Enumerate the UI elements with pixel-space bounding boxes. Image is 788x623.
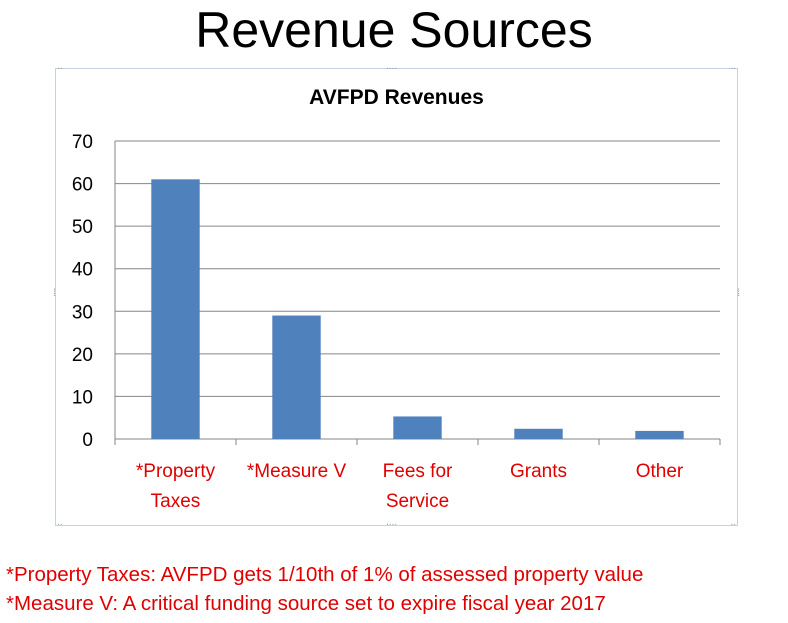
x-category-label: Taxes [151, 491, 201, 512]
bar [151, 179, 200, 440]
resize-handle-bottom[interactable]: ∙∙∙∙ [386, 519, 398, 530]
resize-handle-bottom-right[interactable]: ∙∙ [730, 519, 736, 530]
y-tick-label: 40 [72, 260, 93, 281]
footnote-property-taxes: *Property Taxes: AVFPD gets 1/10th of 1%… [6, 563, 644, 586]
x-category-label: *Property [136, 461, 216, 482]
footnotes: *Property Taxes: AVFPD gets 1/10th of 1%… [6, 560, 786, 618]
resize-handle-top[interactable]: ∙∙∙∙ [386, 63, 398, 74]
x-category-label: Other [636, 461, 684, 482]
footnote-measure-v: *Measure V: A critical funding source se… [6, 592, 606, 615]
y-tick-label: 30 [72, 302, 93, 323]
chart-title: AVFPD Revenues [309, 86, 484, 109]
y-tick-label: 20 [72, 345, 93, 366]
y-tick-label: 10 [72, 387, 93, 408]
y-tick-label: 70 [72, 132, 93, 153]
x-category-label: *Measure V [247, 461, 347, 482]
resize-handle-top-right[interactable]: ∙∙ [730, 63, 736, 74]
resize-handle-left[interactable]: ⁞ [53, 288, 56, 299]
x-category-label: Fees for [383, 461, 453, 482]
bar-chart: 0 10 20 30 40 50 60 70 *Property Taxes *Measure V F… [72, 132, 721, 512]
x-category-label: Grants [510, 461, 567, 482]
y-tick-label: 0 [82, 430, 93, 451]
bar [393, 416, 442, 439]
bar [635, 430, 684, 439]
bar [272, 315, 321, 439]
slide-title: Revenue Sources [195, 2, 593, 58]
y-tick-label: 50 [72, 217, 93, 238]
resize-handle-top-left[interactable]: ∙∙ [57, 63, 63, 74]
resize-handle-right[interactable]: ⁞ [737, 288, 740, 299]
x-category-label: Service [386, 491, 449, 512]
y-tick-label: 60 [72, 175, 93, 196]
bar [514, 428, 563, 439]
resize-handle-bottom-left[interactable]: ∙∙ [57, 519, 63, 530]
